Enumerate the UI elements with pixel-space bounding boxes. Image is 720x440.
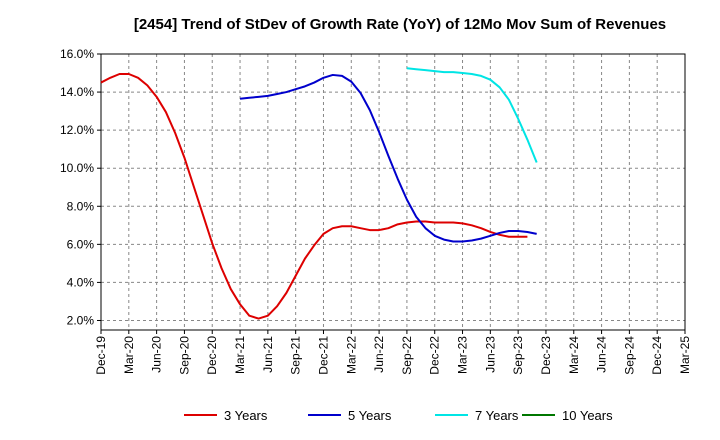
y-tick-label: 10.0%	[60, 161, 94, 175]
series-line-3-years	[100, 72, 528, 320]
legend-label: 5 Years	[348, 408, 392, 423]
legend-label: 10 Years	[562, 408, 613, 423]
x-tick-label: Mar-25	[678, 336, 692, 374]
legend-item: 3 Years	[184, 408, 268, 423]
x-tick-label: Mar-23	[456, 336, 470, 374]
x-tick-label: Dec-24	[650, 336, 664, 375]
x-tick-label: Mar-21	[233, 336, 247, 374]
y-tick-label: 8.0%	[67, 199, 95, 213]
grid-layer	[101, 54, 685, 330]
x-tick-label: Dec-19	[94, 336, 108, 375]
y-tick-label: 4.0%	[67, 275, 95, 289]
x-tick-label: Sep-23	[511, 336, 525, 375]
x-tick-label: Sep-21	[289, 336, 303, 375]
x-tick-label: Jun-23	[483, 336, 497, 373]
x-tick-label: Mar-24	[567, 336, 581, 374]
x-tick-label: Sep-20	[177, 336, 191, 375]
y-tick-label: 2.0%	[67, 313, 95, 327]
x-tick-label: Mar-22	[344, 336, 358, 374]
legend-item: 10 Years	[522, 408, 613, 423]
y-tick-label: 12.0%	[60, 123, 94, 137]
axis-layer: 2.0% 4.0% 6.0% 8.0% 10.0% 12.0% 14.0% 16.0% Dec-…	[60, 47, 692, 375]
chart-title: [2454] Trend of StDev of Growth Rate (Yo…	[134, 16, 666, 33]
plot-frame	[100, 53, 686, 331]
series-line-5-years	[239, 73, 537, 243]
x-tick-label: Jun-21	[261, 336, 275, 373]
x-tick-label: Jun-22	[372, 336, 386, 373]
legend-item: 5 Years	[308, 408, 392, 423]
legend-label: 7 Years	[475, 408, 519, 423]
x-tick-label: Sep-24	[622, 336, 636, 375]
x-tick-label: Sep-22	[400, 336, 414, 375]
x-tick-label: Dec-20	[205, 336, 219, 375]
series-layer	[100, 67, 538, 320]
y-tick-label: 16.0%	[60, 47, 94, 61]
series-line-7-years	[406, 67, 538, 163]
x-tick-label: Dec-23	[539, 336, 553, 375]
x-tick-label: Jun-24	[595, 336, 609, 373]
x-tick-label: Dec-21	[316, 336, 330, 375]
x-tick-label: Mar-20	[122, 336, 136, 374]
legend-label: 3 Years	[224, 408, 268, 423]
x-tick-label: Jun-20	[150, 336, 164, 373]
y-tick-label: 14.0%	[60, 85, 94, 99]
legend-item: 7 Years	[435, 408, 519, 423]
x-tick-label: Dec-22	[428, 336, 442, 375]
y-tick-label: 6.0%	[67, 237, 95, 251]
legend: 3 Years 5 Years 7 Years 10 Years	[184, 408, 613, 423]
